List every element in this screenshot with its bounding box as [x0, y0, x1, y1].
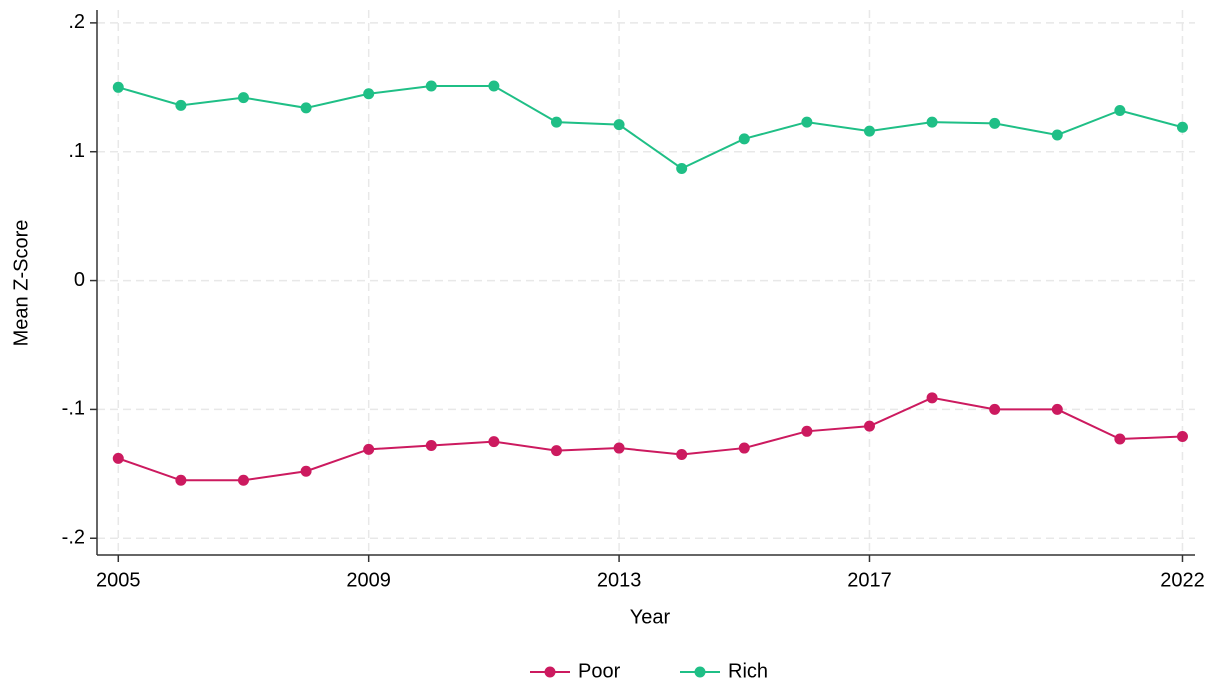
data-point — [363, 443, 375, 455]
y-axis-label: Mean Z-Score — [10, 220, 32, 347]
data-point — [175, 474, 187, 486]
data-point — [926, 392, 938, 404]
data-point — [801, 116, 813, 128]
data-point — [863, 420, 875, 432]
data-point — [676, 449, 688, 461]
x-tick-label: 2017 — [847, 569, 892, 591]
data-point — [863, 125, 875, 137]
data-point — [1051, 129, 1063, 141]
data-point — [801, 425, 813, 437]
data-point — [613, 442, 625, 454]
x-tick-label: 2005 — [96, 569, 141, 591]
data-point — [550, 116, 562, 128]
data-point — [1114, 104, 1126, 116]
data-point — [738, 133, 750, 145]
data-point — [488, 80, 500, 92]
data-point — [1176, 121, 1188, 133]
y-tick-label: .1 — [68, 140, 85, 162]
data-point — [738, 442, 750, 454]
legend-marker — [694, 666, 706, 678]
data-point — [1114, 433, 1126, 445]
data-point — [175, 99, 187, 111]
data-point — [613, 119, 625, 131]
data-point — [300, 102, 312, 114]
x-tick-label: 2022 — [1160, 569, 1205, 591]
y-tick-label: 0 — [74, 269, 85, 291]
data-point — [550, 445, 562, 457]
data-point — [1051, 403, 1063, 415]
x-axis-label: Year — [630, 606, 671, 628]
series-line — [118, 85, 1183, 170]
data-point — [363, 88, 375, 100]
x-tick-label: 2009 — [346, 569, 391, 591]
data-point — [425, 439, 437, 451]
data-point — [1176, 430, 1188, 442]
data-point — [237, 92, 249, 104]
data-point — [425, 80, 437, 92]
y-tick-label: -.1 — [62, 398, 85, 420]
legend-label: Poor — [578, 660, 621, 682]
legend-marker — [544, 666, 556, 678]
data-point — [926, 116, 938, 128]
data-point — [112, 452, 124, 464]
data-point — [237, 474, 249, 486]
y-tick-label: .2 — [68, 11, 85, 33]
data-point — [488, 436, 500, 448]
x-tick-label: 2013 — [597, 569, 642, 591]
data-point — [300, 465, 312, 477]
data-point — [989, 117, 1001, 129]
legend-label: Rich — [728, 660, 768, 682]
data-point — [989, 403, 1001, 415]
data-point — [112, 81, 124, 93]
y-tick-label: -.2 — [62, 527, 85, 549]
data-point — [676, 162, 688, 174]
series-line — [117, 396, 1183, 482]
